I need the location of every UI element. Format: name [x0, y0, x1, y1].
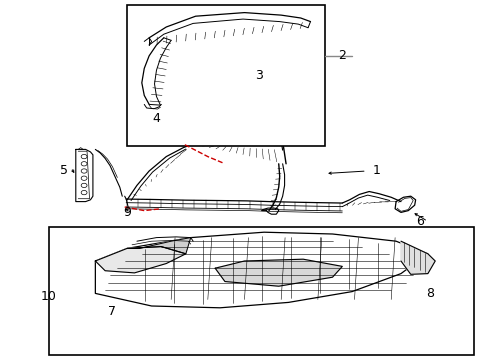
Polygon shape	[394, 196, 415, 212]
Polygon shape	[215, 259, 342, 286]
Text: 7: 7	[108, 305, 116, 318]
Bar	[49, 227, 473, 355]
Text: 4: 4	[152, 112, 160, 125]
Polygon shape	[127, 238, 190, 254]
Polygon shape	[76, 149, 93, 202]
Text: 8: 8	[426, 287, 433, 300]
Polygon shape	[400, 241, 434, 274]
Bar	[127, 5, 325, 146]
Polygon shape	[95, 247, 185, 273]
Text: 1: 1	[372, 165, 380, 177]
Text: 5: 5	[60, 165, 67, 177]
Text: 2: 2	[338, 49, 346, 62]
Text: 3: 3	[255, 69, 263, 82]
Text: 6: 6	[416, 215, 424, 228]
Text: 10: 10	[41, 291, 57, 303]
Text: 9: 9	[123, 206, 131, 219]
Polygon shape	[95, 232, 427, 308]
